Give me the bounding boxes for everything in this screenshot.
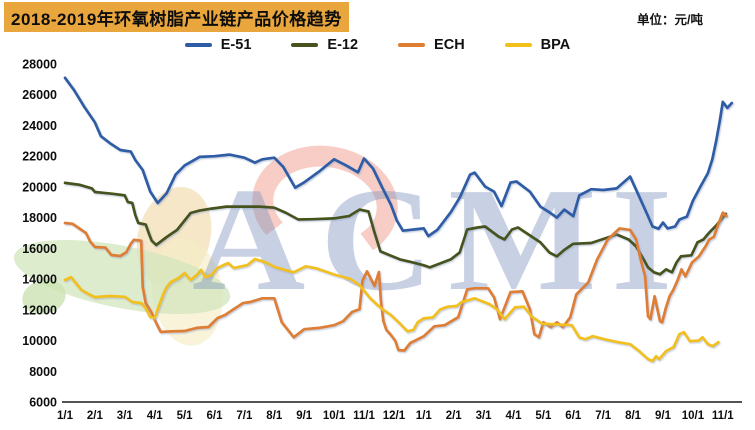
watermark-text: ACMI <box>192 158 688 322</box>
y-axis-tick: 26000 <box>22 88 57 102</box>
legend: E-51 E-12 ECH BPA <box>0 37 755 53</box>
series-line-e12 <box>63 181 728 276</box>
series-line-e51 <box>63 76 734 238</box>
legend-item-e51: E-51 <box>184 37 252 53</box>
x-axis-tick: 11/1 <box>712 410 734 422</box>
legend-item-e12: E-12 <box>291 37 358 53</box>
x-axis-tick: 5/1 <box>535 410 552 422</box>
x-axis-tick: 7/1 <box>236 410 253 422</box>
x-axis-tick: 11/1 <box>353 410 375 422</box>
x-axis-tick: 4/1 <box>147 410 164 422</box>
y-axis-tick: 6000 <box>29 396 57 410</box>
x-axis-tick: 2/1 <box>446 410 463 422</box>
x-axis-tick: 8/1 <box>266 410 283 422</box>
y-axis-tick: 24000 <box>22 119 57 133</box>
x-axis-tick: 10/1 <box>323 410 346 422</box>
y-axis-tick: 18000 <box>22 211 57 225</box>
x-axis-tick: 10/1 <box>682 410 705 422</box>
legend-label: ECH <box>434 37 465 53</box>
legend-item-bpa: BPA <box>504 37 571 53</box>
legend-swatch <box>504 43 532 47</box>
x-axis-tick: 4/1 <box>506 410 523 422</box>
y-axis-tick: 20000 <box>22 180 57 194</box>
y-axis-tick: 14000 <box>22 273 57 287</box>
legend-item-ech: ECH <box>398 37 465 53</box>
x-axis-tick: 1/1 <box>57 410 74 422</box>
y-axis-tick: 8000 <box>29 365 57 379</box>
page-title: 2018-2019年环氧树脂产业链产品价格趋势 <box>4 2 349 32</box>
y-axis-tick: 16000 <box>22 242 57 256</box>
x-axis-tick: 9/1 <box>296 410 313 422</box>
x-axis-tick: 2/1 <box>87 410 104 422</box>
legend-swatch <box>291 43 319 47</box>
x-axis-tick: 9/1 <box>655 410 672 422</box>
x-axis-tick: 5/1 <box>177 410 194 422</box>
x-axis-tick: 3/1 <box>117 410 134 422</box>
legend-swatch <box>184 43 212 47</box>
legend-label: E-12 <box>327 37 359 53</box>
unit-label: 单位：元/吨 <box>637 13 703 27</box>
legend-label: BPA <box>540 37 571 53</box>
y-axis-tick: 22000 <box>22 150 57 164</box>
x-axis-tick: 6/1 <box>207 410 224 422</box>
x-axis-tick: 3/1 <box>476 410 493 422</box>
x-axis-tick: 6/1 <box>565 410 582 422</box>
legend-swatch <box>398 43 426 47</box>
series-line-ech <box>63 211 728 352</box>
legend-label: E-51 <box>220 37 252 53</box>
y-axis-tick: 28000 <box>22 58 57 72</box>
x-axis-tick: 7/1 <box>595 410 612 422</box>
series-line-bpa <box>63 257 720 363</box>
x-axis-tick: 8/1 <box>625 410 642 422</box>
y-axis-tick: 12000 <box>22 303 57 317</box>
x-axis-tick: 1/1 <box>416 410 433 422</box>
x-axis-tick: 12/1 <box>383 410 406 422</box>
y-axis-tick: 10000 <box>22 334 57 348</box>
